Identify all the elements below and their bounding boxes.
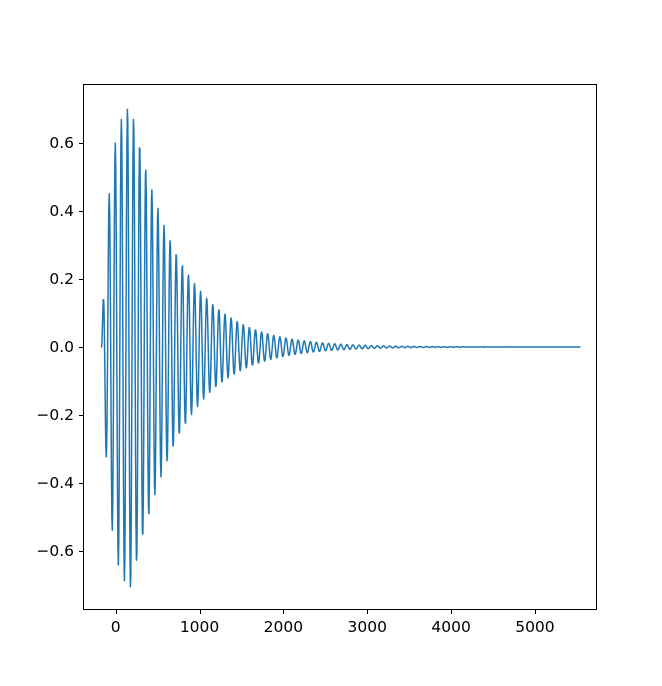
x-tick-mark (534, 610, 537, 614)
y-tick-mark (79, 482, 83, 484)
x-tick-label: 5000 (515, 618, 555, 636)
y-tick-mark (79, 550, 83, 552)
x-tick-label: 4000 (431, 618, 471, 636)
y-tick-mark (79, 414, 83, 416)
y-tick-label: 0.2 (49, 270, 74, 289)
y-tick-label: 0.0 (49, 338, 74, 356)
x-tick-label: 2000 (263, 618, 304, 636)
y-tick-mark (79, 279, 83, 281)
y-tick-label: −0.4 (36, 473, 74, 492)
y-tick-label: 0.4 (49, 202, 74, 221)
x-tick-label: 3000 (347, 618, 387, 636)
x-tick-mark (115, 610, 117, 614)
plot-axes-frame (83, 84, 597, 610)
damped-oscillation-curve (84, 85, 596, 609)
x-tick-label: 1000 (179, 618, 220, 636)
y-tick-label: −0.6 (36, 541, 74, 560)
x-tick-mark (451, 610, 453, 614)
y-tick-mark (79, 143, 83, 145)
y-tick-mark (79, 347, 83, 349)
x-tick-mark (199, 610, 201, 614)
y-tick-label: 0.6 (49, 134, 74, 153)
x-tick-label: 0 (110, 618, 121, 636)
y-tick-mark (79, 211, 83, 213)
x-tick-mark (367, 610, 369, 614)
y-tick-label: −0.2 (36, 405, 74, 424)
x-tick-mark (283, 610, 285, 614)
